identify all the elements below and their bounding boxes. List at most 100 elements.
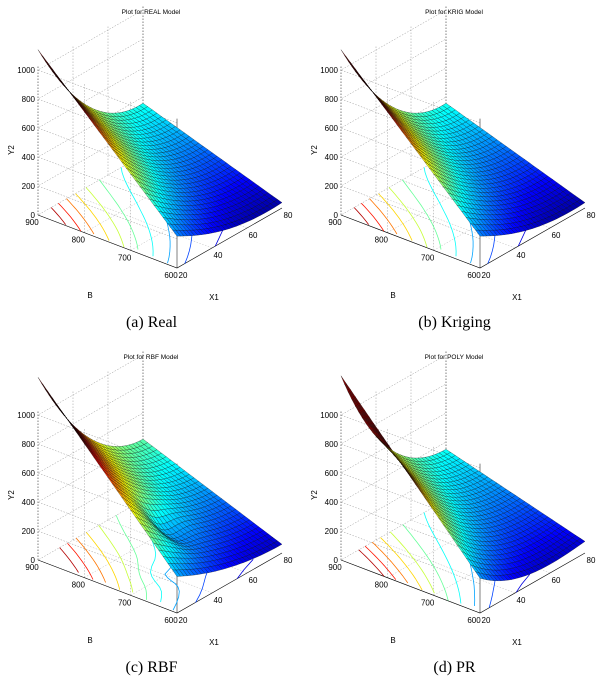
z-tick-label: 0: [334, 556, 339, 565]
contour-line: [515, 574, 531, 593]
x-tick-label: 60: [552, 231, 561, 240]
y-tick-label: 800: [375, 236, 389, 245]
y-axis-label: B: [87, 291, 92, 300]
contour-line: [380, 537, 423, 591]
y-tick-label: 900: [25, 218, 39, 227]
x-tick-label: 20: [179, 616, 188, 625]
grid-line: [340, 125, 481, 240]
z-tick-label: 800: [22, 440, 36, 449]
contour-line: [99, 179, 139, 250]
surface-patch: [442, 103, 451, 109]
panel-caption: (b) Kriging: [418, 314, 491, 331]
axis-ticks: 0 200 400 600 800 1000 600 700 800 900 20 40 60 80: [17, 411, 293, 625]
z-tick-label: 1000: [320, 411, 338, 420]
contour-line: [369, 198, 398, 235]
contour-line: [353, 207, 370, 225]
x-tick-label: 20: [482, 616, 491, 625]
y-tick-label: 800: [72, 236, 86, 245]
grid-line: [340, 9, 481, 124]
contour-line: [423, 512, 462, 604]
grid-line: [37, 125, 178, 240]
grid-line: [37, 383, 178, 498]
grid-line: [84, 517, 190, 578]
x-axis-label: X1: [512, 293, 522, 302]
y-tick-label: 900: [25, 563, 39, 572]
z-tick-label: 1000: [17, 66, 35, 75]
y-tick-label: 900: [328, 218, 342, 227]
x-tick-label: 80: [284, 211, 293, 220]
x-tick-label: 80: [284, 556, 293, 565]
z-tick-label: 0: [334, 211, 339, 220]
contour-line: [236, 559, 254, 579]
z-tick-label: 200: [325, 182, 339, 191]
chart-title: Plot for POLY Model: [425, 354, 484, 361]
x-tick-label: 80: [587, 211, 596, 220]
y-tick-label: 800: [375, 581, 389, 590]
axis-ticks: 0 200 400 600 800 1000 600 700 800 900 20 40 60 80: [17, 66, 293, 280]
y-axis-label: B: [87, 636, 92, 645]
surface-patch: [139, 103, 148, 109]
z-tick-label: 200: [325, 527, 339, 536]
panel-pr: Plot for POLY Model 0 200 400 600 800 1000 600 7…: [303, 345, 606, 690]
axis-line: [340, 207, 586, 269]
contour-line: [50, 207, 67, 225]
z-tick-label: 1000: [320, 66, 338, 75]
contour-line: [423, 167, 457, 257]
panel-caption: (d) PR: [433, 659, 476, 676]
x-axis-label: X1: [209, 638, 219, 647]
y-axis-label: B: [390, 636, 395, 645]
x-axis-label: X1: [209, 293, 219, 302]
panel-caption: (a) Real: [125, 314, 178, 331]
y-tick-label: 600: [467, 271, 481, 280]
surface-plot-pr: Plot for POLY Model 0 200 400 600 800 1000 600 7…: [310, 350, 596, 647]
x-tick-label: 20: [482, 271, 491, 280]
contour-line: [98, 525, 134, 593]
contour-line: [388, 187, 428, 248]
contour-line: [85, 187, 125, 248]
y-tick-label: 600: [467, 616, 481, 625]
contour-line: [67, 542, 94, 580]
grid-line: [72, 539, 213, 594]
panel-real: Plot for REAL Model 0 200 400 600 800 1000 600 7…: [0, 0, 303, 345]
z-tick-label: 800: [325, 95, 339, 104]
contour-line: [85, 532, 121, 590]
surface-mesh: [340, 49, 586, 237]
grid-line: [340, 38, 481, 153]
contour-line: [358, 549, 385, 577]
x-tick-label: 40: [517, 596, 526, 605]
z-axis-label: Y2: [310, 490, 319, 500]
x-tick-label: 80: [587, 556, 596, 565]
surface-mesh: [340, 375, 586, 581]
x-tick-label: 40: [517, 251, 526, 260]
contour-line: [59, 547, 79, 573]
surface-patch: [340, 375, 350, 391]
grid-line: [387, 517, 493, 578]
z-tick-label: 600: [22, 469, 36, 478]
grid-line: [340, 383, 481, 498]
x-tick-label: 20: [179, 271, 188, 280]
x-tick-label: 60: [249, 576, 258, 585]
z-tick-label: 600: [325, 469, 339, 478]
z-tick-label: 0: [31, 211, 36, 220]
grid-line: [375, 539, 516, 594]
y-axis-label: B: [390, 291, 395, 300]
contour-line: [115, 515, 148, 600]
z-tick-label: 800: [22, 95, 36, 104]
grid-line: [340, 470, 481, 585]
z-tick-label: 400: [325, 153, 339, 162]
contour-line: [361, 203, 385, 232]
z-tick-label: 200: [22, 527, 36, 536]
contour-line: [75, 193, 110, 241]
z-axis-label: Y2: [310, 145, 319, 155]
y-tick-label: 600: [164, 271, 178, 280]
z-axis-label: Y2: [7, 145, 16, 155]
chart-title: Plot for KRIG Model: [425, 9, 483, 16]
y-tick-label: 700: [421, 598, 435, 607]
contour-line: [75, 537, 106, 583]
z-axis-label: Y2: [7, 490, 16, 500]
y-tick-label: 800: [72, 581, 86, 590]
z-tick-label: 800: [325, 440, 339, 449]
contour-line: [120, 167, 154, 257]
grid-line: [37, 9, 178, 124]
y-tick-label: 600: [164, 616, 178, 625]
